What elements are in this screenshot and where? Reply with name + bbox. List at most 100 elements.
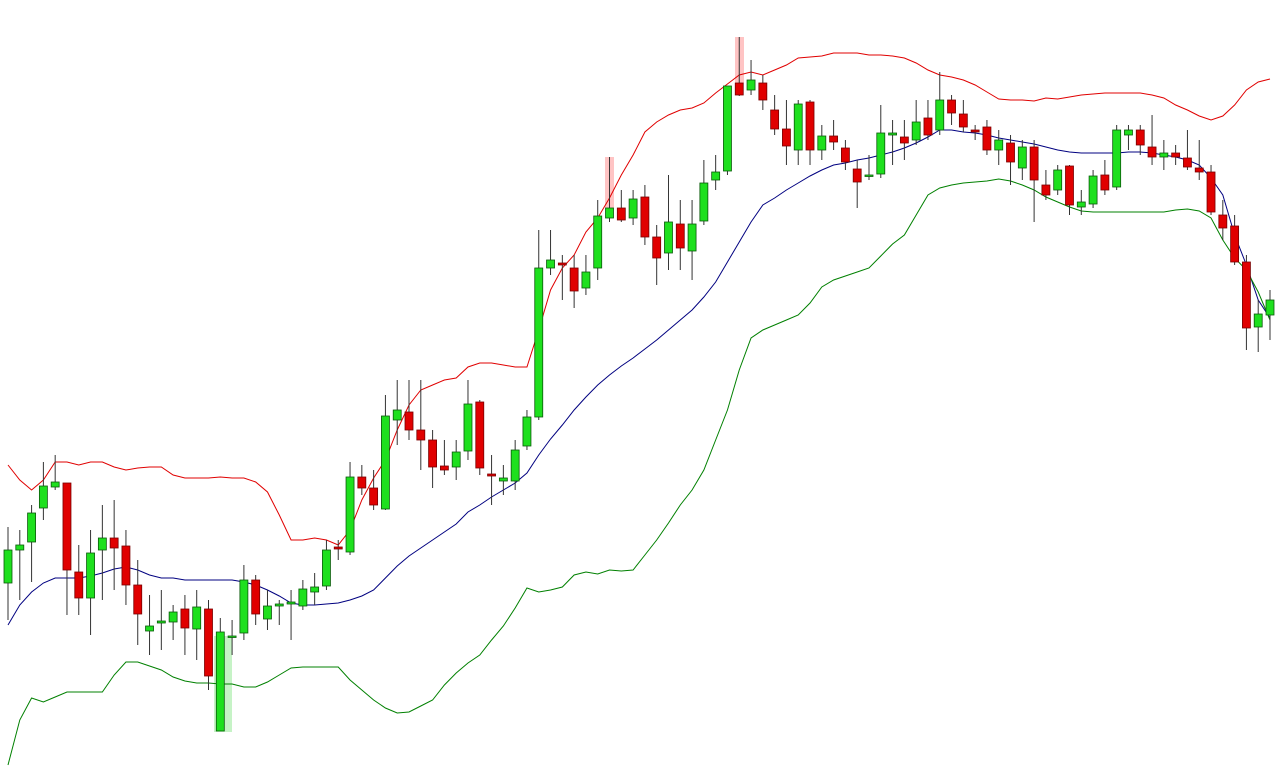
band-line	[7, 52, 1271, 546]
candle-body	[97, 537, 107, 551]
candle-body	[86, 552, 95, 599]
candle-body	[829, 135, 839, 143]
candle-body	[581, 271, 591, 289]
candle-body	[498, 477, 508, 482]
candle-body	[263, 605, 272, 620]
candle-body	[156, 620, 166, 624]
candle-body	[404, 411, 414, 431]
candle-body	[569, 267, 579, 292]
candle-body	[817, 135, 827, 151]
candle-body	[687, 223, 697, 252]
candle-body	[1230, 225, 1240, 263]
candle-body	[1265, 299, 1275, 316]
candle-body	[1029, 146, 1039, 181]
candle-body	[239, 579, 249, 634]
candle-body	[746, 79, 756, 91]
candle-body	[133, 584, 143, 615]
candle-body	[534, 267, 544, 418]
candle-body	[664, 221, 673, 254]
candle-body	[1053, 169, 1063, 191]
candle-body	[593, 215, 603, 269]
band-line	[7, 129, 1271, 626]
candle-body	[841, 147, 850, 163]
candle-body	[451, 451, 461, 468]
candle-body	[1112, 129, 1122, 188]
candle-body	[192, 606, 202, 630]
candle-body	[982, 126, 992, 151]
candle-body	[204, 608, 213, 677]
candle-body	[416, 429, 426, 441]
candle-body	[1135, 129, 1145, 146]
candle-body	[463, 403, 473, 452]
candle-body	[227, 635, 237, 638]
candle-body	[1124, 129, 1133, 136]
candle-body	[74, 571, 84, 599]
candle-body	[640, 196, 650, 238]
candle-body	[487, 473, 496, 477]
candle-body	[38, 485, 48, 509]
candle-body	[357, 476, 367, 489]
candle-body	[888, 132, 897, 136]
candle-body	[852, 168, 862, 183]
candle-body	[345, 476, 355, 553]
candle-body	[439, 465, 449, 471]
candle-body	[3, 549, 13, 584]
candle-body	[310, 586, 320, 593]
candle-body	[1017, 146, 1027, 169]
candle-body	[805, 101, 815, 151]
candle-body	[675, 223, 685, 249]
candle-body	[1041, 184, 1051, 196]
candle-body	[864, 174, 874, 177]
candle-body	[109, 537, 119, 549]
candle-body	[994, 139, 1004, 151]
candle-body	[770, 109, 780, 130]
candle-body	[1088, 175, 1098, 205]
candle-body	[711, 171, 721, 181]
candle-body	[1253, 313, 1263, 328]
candle-body	[215, 631, 225, 732]
candle-body	[180, 608, 190, 629]
candle-body	[793, 103, 803, 151]
candle-body	[876, 132, 886, 175]
candle-body	[723, 85, 732, 172]
candle-body	[1147, 146, 1157, 158]
candle-body	[50, 481, 60, 488]
candle-body	[1159, 152, 1169, 158]
candle-body	[1218, 214, 1228, 229]
candle-body	[782, 128, 791, 147]
candle-body	[923, 117, 933, 136]
candle-body	[251, 579, 261, 615]
candle-body	[1183, 157, 1192, 168]
candle-body	[369, 487, 379, 506]
candle-body	[1194, 167, 1204, 173]
candle-body	[392, 409, 402, 421]
candle-body	[546, 259, 555, 269]
candle-body	[522, 416, 532, 447]
candle-body	[734, 82, 744, 96]
candle-body	[298, 588, 308, 607]
candle-body	[274, 603, 284, 607]
candle-body	[1006, 142, 1015, 163]
candle-body	[15, 544, 25, 551]
candle-body	[121, 545, 131, 586]
candle-body	[145, 625, 154, 632]
candle-body	[322, 549, 331, 587]
candle-body	[935, 99, 945, 131]
candle-body	[652, 236, 662, 259]
candle-body	[758, 82, 768, 101]
candle-body	[475, 401, 485, 469]
candle-body	[168, 611, 178, 623]
candle-body	[333, 546, 343, 550]
candle-body	[286, 601, 296, 605]
candle-body	[1065, 165, 1074, 206]
candle-body	[947, 99, 956, 114]
candle-body	[1100, 174, 1110, 191]
candle-body	[958, 113, 968, 128]
candle-body	[1076, 201, 1086, 208]
candle-body	[911, 121, 921, 141]
candle-body	[27, 512, 36, 543]
candle-body	[616, 207, 626, 221]
